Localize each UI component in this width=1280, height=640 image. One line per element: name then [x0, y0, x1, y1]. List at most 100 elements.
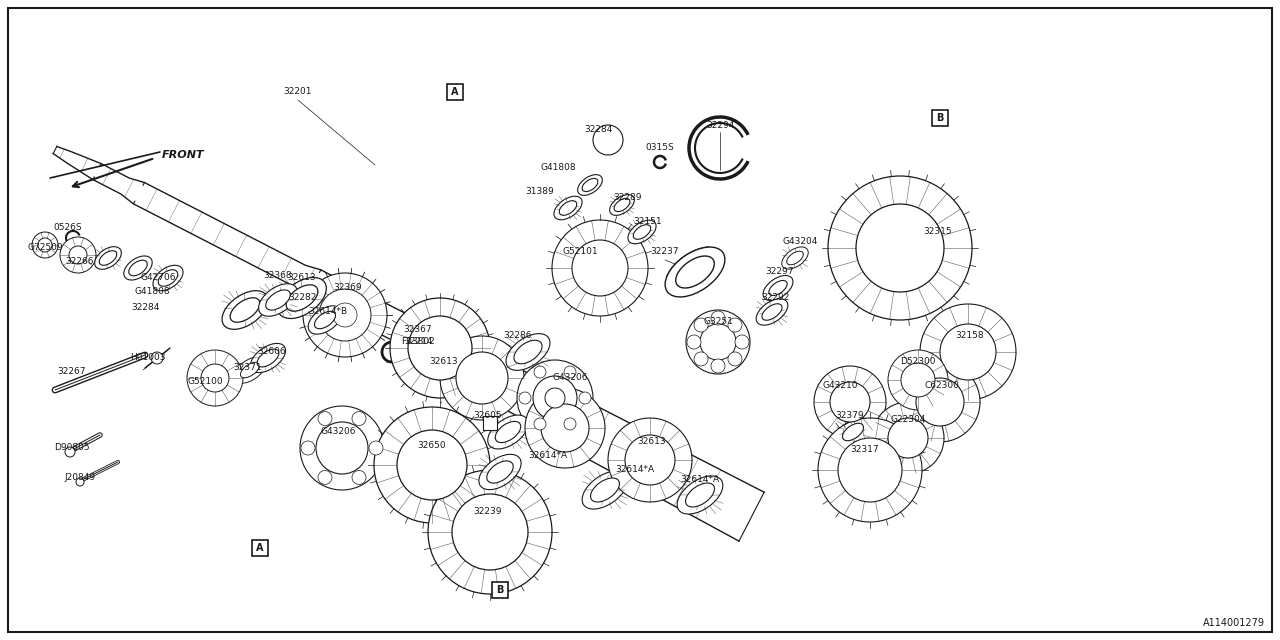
Ellipse shape	[842, 423, 864, 441]
Text: 32605: 32605	[474, 410, 502, 419]
Circle shape	[317, 412, 332, 426]
Ellipse shape	[782, 247, 808, 269]
Circle shape	[901, 363, 934, 397]
Text: 32294: 32294	[705, 120, 735, 129]
Ellipse shape	[486, 461, 513, 483]
Circle shape	[728, 318, 742, 332]
Text: 31389: 31389	[526, 188, 554, 196]
Circle shape	[686, 310, 750, 374]
FancyBboxPatch shape	[252, 540, 268, 556]
Ellipse shape	[614, 198, 630, 212]
Circle shape	[532, 376, 577, 420]
Text: G3251: G3251	[703, 317, 733, 326]
Text: 32379: 32379	[836, 410, 864, 419]
Text: 32368: 32368	[264, 271, 292, 280]
Circle shape	[456, 352, 508, 404]
Ellipse shape	[609, 195, 635, 216]
Text: 32367: 32367	[403, 326, 433, 335]
Circle shape	[319, 289, 371, 341]
Circle shape	[579, 392, 591, 404]
Text: G52101: G52101	[562, 248, 598, 257]
Ellipse shape	[479, 454, 521, 490]
Circle shape	[38, 238, 52, 252]
Text: 32317: 32317	[851, 445, 879, 454]
Text: G43210: G43210	[822, 381, 858, 390]
Ellipse shape	[287, 285, 317, 311]
Text: 32289: 32289	[613, 193, 643, 202]
Circle shape	[374, 407, 490, 523]
Text: C62300: C62300	[924, 381, 960, 390]
Circle shape	[390, 298, 490, 398]
Circle shape	[69, 246, 87, 264]
Text: 0315S: 0315S	[645, 143, 675, 152]
Circle shape	[916, 378, 964, 426]
Circle shape	[151, 352, 163, 364]
Ellipse shape	[100, 251, 116, 266]
Circle shape	[728, 352, 742, 366]
Circle shape	[60, 237, 96, 273]
Ellipse shape	[124, 256, 152, 280]
Ellipse shape	[230, 298, 260, 322]
Circle shape	[201, 364, 229, 392]
Circle shape	[440, 336, 524, 420]
Text: 32297: 32297	[765, 268, 795, 276]
Ellipse shape	[513, 340, 543, 364]
Circle shape	[687, 335, 701, 349]
FancyBboxPatch shape	[492, 582, 508, 598]
Circle shape	[534, 366, 547, 378]
Circle shape	[187, 350, 243, 406]
Circle shape	[608, 418, 692, 502]
Text: F03802: F03802	[401, 337, 435, 346]
Ellipse shape	[836, 418, 870, 446]
Circle shape	[316, 422, 369, 474]
Text: B: B	[936, 113, 943, 123]
Circle shape	[694, 352, 708, 366]
Circle shape	[517, 360, 593, 436]
Text: 32158: 32158	[956, 330, 984, 339]
Text: A114001279: A114001279	[1203, 618, 1265, 628]
Ellipse shape	[159, 269, 178, 286]
Circle shape	[735, 335, 749, 349]
Ellipse shape	[241, 362, 260, 378]
Circle shape	[534, 418, 547, 430]
Text: A: A	[256, 543, 264, 553]
Text: 32650: 32650	[417, 440, 447, 449]
Circle shape	[303, 273, 387, 357]
Circle shape	[625, 435, 675, 485]
Ellipse shape	[315, 311, 335, 329]
Ellipse shape	[495, 421, 521, 443]
Text: 32613: 32613	[430, 358, 458, 367]
Ellipse shape	[506, 333, 550, 371]
Circle shape	[828, 176, 972, 320]
Ellipse shape	[95, 246, 122, 269]
Circle shape	[564, 366, 576, 378]
Circle shape	[408, 316, 472, 380]
Ellipse shape	[278, 278, 326, 319]
Circle shape	[872, 402, 945, 474]
Text: A: A	[452, 87, 458, 97]
Ellipse shape	[559, 201, 577, 215]
Ellipse shape	[152, 265, 183, 291]
Circle shape	[818, 418, 922, 522]
Circle shape	[352, 470, 366, 484]
Circle shape	[545, 388, 564, 408]
Text: 32613: 32613	[637, 438, 667, 447]
Ellipse shape	[234, 357, 266, 383]
Circle shape	[552, 220, 648, 316]
Text: 32606: 32606	[257, 348, 287, 356]
Text: G41808: G41808	[134, 287, 170, 296]
Text: G43204: G43204	[782, 237, 818, 246]
Ellipse shape	[577, 175, 603, 195]
FancyBboxPatch shape	[932, 110, 948, 126]
Circle shape	[572, 240, 628, 296]
Circle shape	[352, 412, 366, 426]
Ellipse shape	[257, 349, 279, 367]
Circle shape	[32, 232, 58, 258]
Circle shape	[428, 470, 552, 594]
Circle shape	[920, 304, 1016, 400]
Text: D52300: D52300	[900, 358, 936, 367]
Circle shape	[452, 494, 529, 570]
FancyBboxPatch shape	[447, 84, 463, 100]
Circle shape	[518, 392, 531, 404]
Text: FRONT: FRONT	[163, 150, 205, 160]
